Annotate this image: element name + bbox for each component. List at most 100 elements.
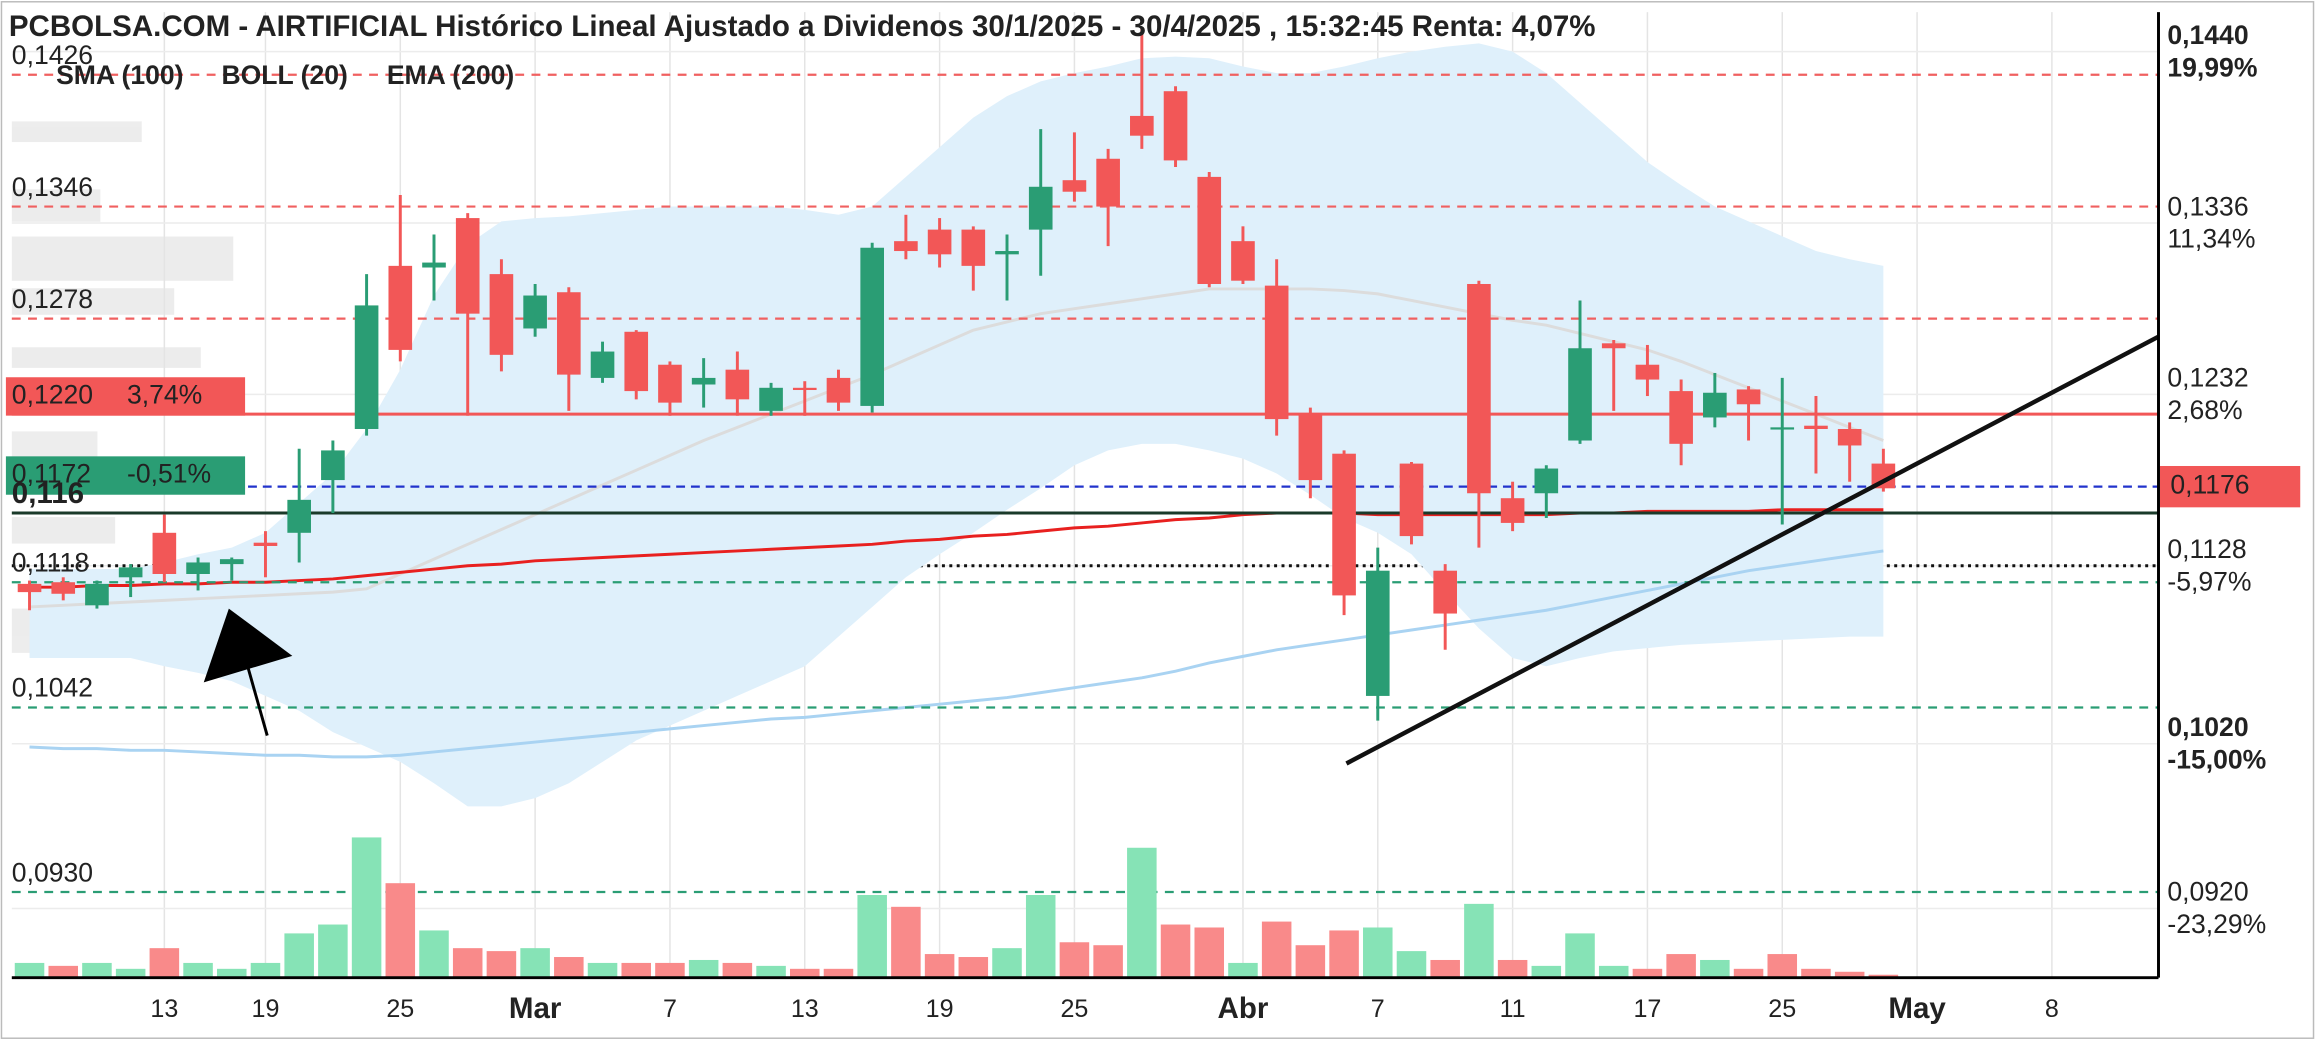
candle-body: [354, 305, 379, 429]
candle-body: [1770, 427, 1795, 430]
volume-bar: [1868, 974, 1899, 978]
x-tick-label: 13: [150, 995, 178, 1023]
volume-bar: [1565, 933, 1595, 978]
candle-body: [388, 265, 413, 350]
candle-body: [759, 387, 783, 411]
volume-bar: [183, 962, 213, 978]
volume-bar: [1329, 930, 1359, 978]
data-layer: [14, 26, 2160, 978]
volume-bar: [115, 968, 146, 978]
candle-body: [152, 532, 177, 574]
volume-bar: [857, 895, 887, 978]
level-label: 0,1220: [12, 379, 93, 409]
volume-bar: [250, 962, 281, 978]
x-tick-label: 19: [252, 995, 280, 1023]
volume-bar: [1396, 951, 1427, 978]
x-tick-label: Mar: [509, 992, 562, 1025]
candle-body: [1062, 180, 1087, 192]
level-box: [5, 456, 246, 495]
level-label: 0,1346: [12, 172, 93, 202]
y-tick-change: -5,97%: [2167, 566, 2251, 596]
volume-bar: [992, 948, 1022, 978]
bollinger-middle: [29, 287, 1884, 609]
candle-body: [1298, 414, 1323, 481]
volume-bar: [1228, 962, 1258, 978]
x-tick-label: Abr: [1218, 992, 1269, 1025]
x-tick-label: 25: [1060, 995, 1088, 1023]
candle-body: [894, 241, 918, 252]
candle-body: [17, 583, 42, 593]
volume-bar: [452, 948, 483, 978]
candle-body: [557, 292, 581, 375]
x-tick-label: 13: [791, 995, 819, 1023]
background-layer: [11, 12, 2159, 978]
candle-body: [1332, 453, 1356, 596]
volume-bar: [891, 906, 921, 978]
legend-entry: SMA (100): [56, 60, 183, 90]
volume-bar: [284, 933, 314, 978]
volume-bar: [351, 837, 382, 978]
candle-body: [1669, 391, 1693, 444]
volume-bar: [1767, 954, 1798, 978]
y-tick-label: 0,1020: [2167, 712, 2248, 742]
profile-bar: [11, 517, 116, 544]
level-label: 0,1426: [12, 40, 93, 70]
candle-body: [1736, 389, 1761, 405]
volume-bar: [1801, 968, 1831, 978]
candle-body: [321, 450, 345, 481]
profile-bar: [11, 236, 234, 281]
profile-bar: [11, 347, 201, 368]
level-label: 0,1118: [12, 548, 89, 578]
volume-bar: [1430, 959, 1460, 978]
volume-bar: [823, 968, 854, 978]
volume-bar: [621, 962, 652, 978]
candle-body: [1837, 428, 1862, 446]
volume-bar: [486, 951, 517, 978]
y-tick-label: 0,1128: [2167, 534, 2246, 564]
volume-bar: [1025, 895, 1056, 978]
chart-title: PCBOLSA.COM - AIRTIFICIAL Histórico Line…: [9, 10, 1596, 43]
y-tick-label: 0,1440: [2167, 20, 2248, 50]
candle-body: [1500, 498, 1525, 523]
y-tick-change: 11,34%: [2167, 224, 2255, 254]
volume-bar: [1295, 945, 1326, 978]
candle-body: [1467, 283, 1491, 494]
profile-bar: [11, 288, 175, 315]
y-tick-label: 0,0920: [2167, 877, 2248, 907]
candle-body: [927, 229, 952, 255]
candle-body: [826, 377, 851, 403]
y-tick-change: -15,00%: [2167, 744, 2266, 774]
x-tick-label: 25: [386, 995, 414, 1023]
candle-body: [287, 499, 311, 533]
x-tick-label: 7: [663, 995, 677, 1023]
volume-bar: [1194, 927, 1225, 978]
overlay-line: [29, 549, 1884, 759]
legend-entry: BOLL (20): [221, 60, 347, 90]
volume-bar: [1632, 968, 1663, 978]
volume-bar: [1160, 924, 1191, 978]
volume-bar: [419, 930, 449, 978]
level-change: 3,74%: [127, 379, 202, 409]
volume-bar: [385, 883, 416, 978]
candle-body: [860, 247, 884, 406]
x-tick-label: 19: [926, 995, 954, 1023]
volume-bar: [688, 959, 719, 978]
y-tick-label: 0,1336: [2167, 191, 2248, 221]
volume-bar: [924, 954, 955, 978]
candle-body: [1703, 392, 1727, 418]
candle-body: [961, 229, 986, 266]
candle-body: [1028, 186, 1053, 230]
volume-bar: [318, 924, 348, 978]
label-layer: 13 19 25 Mar 7 13 19 25 Abr 7 11 17 25 May 8 0,144019,9…: [5, 20, 2301, 1025]
volume-bar: [722, 962, 753, 978]
candle-body: [725, 369, 750, 400]
volume-bar: [149, 948, 180, 978]
candle-body: [51, 582, 76, 594]
volume-bar: [1127, 847, 1157, 978]
volume-bar: [520, 948, 550, 978]
volume-bar: [587, 962, 618, 978]
candle-body: [995, 251, 1019, 255]
x-tick-label: 11: [1500, 995, 1526, 1023]
level-box: [5, 377, 246, 416]
